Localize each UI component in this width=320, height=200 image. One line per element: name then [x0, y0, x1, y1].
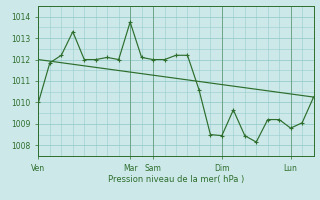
X-axis label: Pression niveau de la mer( hPa ): Pression niveau de la mer( hPa ) — [108, 175, 244, 184]
